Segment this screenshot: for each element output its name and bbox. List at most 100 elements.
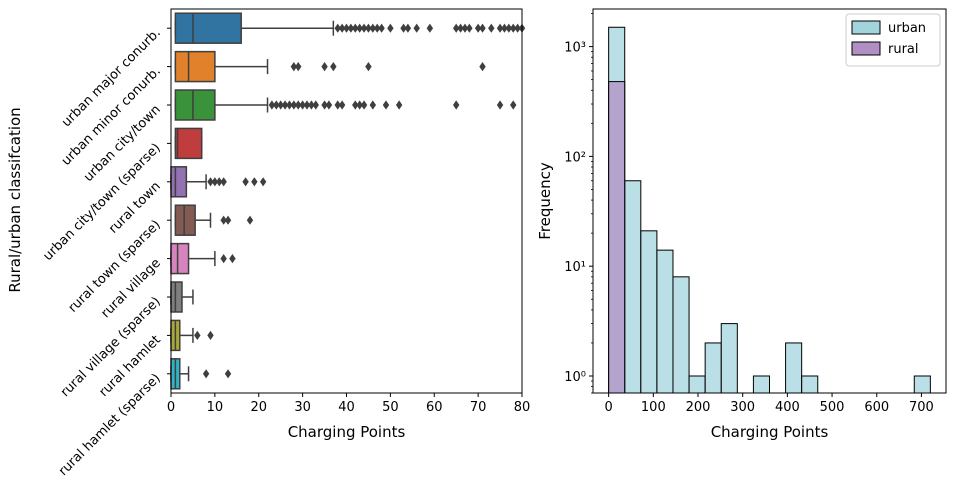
box-rural-town-sparse bbox=[174, 204, 254, 236]
outlier-point bbox=[277, 100, 284, 110]
box-rural-village bbox=[170, 242, 236, 275]
box-iqr bbox=[174, 204, 196, 236]
outlier-point bbox=[216, 177, 223, 187]
outlier-point bbox=[479, 62, 486, 72]
box-urban-minor-conurb bbox=[174, 50, 486, 83]
outlier-point bbox=[457, 23, 464, 33]
box-plot-y-axis-label: Rural/urban classifcation bbox=[6, 107, 24, 292]
outlier-point bbox=[474, 23, 482, 33]
x-tick-label: 0 bbox=[167, 400, 175, 415]
histogram-x-axis: 0 100 200 300 400 500 600 700 bbox=[604, 393, 934, 415]
outlier-point bbox=[268, 100, 276, 110]
outlier-point bbox=[452, 100, 460, 110]
outlier-point bbox=[413, 23, 420, 33]
box-plot-x-axis: 0 10 20 30 40 50 60 70 80 bbox=[167, 393, 530, 415]
outlier-point bbox=[378, 23, 385, 33]
x-tick-label: 600 bbox=[864, 400, 889, 415]
hist-bar bbox=[640, 230, 658, 394]
histogram-x-axis-label: Charging Points bbox=[711, 423, 829, 441]
series-urban bbox=[608, 26, 931, 394]
outlier-point bbox=[404, 23, 412, 33]
outlier-point bbox=[207, 177, 214, 187]
outlier-point bbox=[308, 100, 315, 110]
x-tick-label: 0 bbox=[604, 400, 612, 415]
outlier-point bbox=[194, 330, 201, 340]
outlier-point bbox=[387, 23, 394, 33]
outlier-point bbox=[343, 23, 350, 33]
box-plot-x-axis-label: Charging Points bbox=[288, 423, 406, 441]
outlier-point bbox=[356, 23, 363, 33]
box-iqr bbox=[174, 50, 216, 83]
x-tick-label: 10 bbox=[207, 400, 224, 415]
box-urban-city-town-sparse bbox=[174, 127, 203, 160]
outlier-point bbox=[224, 369, 232, 379]
outlier-point bbox=[395, 100, 403, 110]
x-tick-label: 60 bbox=[426, 400, 443, 415]
outlier-point bbox=[330, 62, 337, 72]
box-rural-hamlet-sparse bbox=[170, 358, 232, 390]
hist-bar bbox=[801, 375, 819, 394]
outlier-point bbox=[352, 23, 359, 33]
x-tick-label: 30 bbox=[294, 400, 311, 415]
x-tick-label: 300 bbox=[730, 400, 755, 415]
box-rural-village-sparse bbox=[170, 281, 194, 313]
x-tick-label: 40 bbox=[338, 400, 355, 415]
hist-bar bbox=[688, 375, 706, 394]
y-tick-label: 10¹ bbox=[564, 260, 586, 275]
outlier-point bbox=[259, 177, 267, 187]
outlier-point bbox=[501, 23, 508, 33]
y-tick-label: 10⁰ bbox=[564, 370, 586, 385]
hist-bar bbox=[785, 342, 803, 394]
outlier-point bbox=[229, 254, 236, 264]
outlier-point bbox=[360, 23, 368, 33]
outlier-point bbox=[220, 177, 227, 187]
outlier-point bbox=[321, 62, 328, 72]
y-tick-label: 10² bbox=[564, 150, 586, 165]
box-iqr bbox=[170, 281, 183, 313]
outlier-point bbox=[224, 215, 232, 225]
histogram-frame bbox=[592, 8, 947, 394]
outlier-point bbox=[365, 23, 372, 33]
outlier-point bbox=[510, 23, 517, 33]
histogram-y-axis: 10⁰ 10¹ 10² 10³ bbox=[564, 13, 593, 394]
outlier-point bbox=[347, 23, 355, 33]
outlier-point bbox=[382, 100, 390, 110]
outlier-point bbox=[312, 100, 319, 110]
outlier-point bbox=[338, 23, 346, 33]
outlier-point bbox=[325, 100, 333, 110]
outlier-point bbox=[356, 100, 363, 110]
outlier-point bbox=[281, 100, 289, 110]
outlier-point bbox=[466, 23, 473, 33]
hist-bar bbox=[752, 375, 771, 394]
outlier-point bbox=[220, 215, 227, 225]
outlier-point bbox=[299, 100, 306, 110]
outlier-point bbox=[321, 100, 328, 110]
outlier-point bbox=[207, 330, 214, 340]
outlier-point bbox=[220, 254, 227, 264]
histogram-bars bbox=[608, 26, 931, 394]
y-tick-label: 10³ bbox=[564, 41, 586, 56]
histogram-chart: 0 100 200 300 400 500 600 700 10⁰ 10¹ 10² 10³ Char… bbox=[536, 8, 947, 441]
outlier-point bbox=[295, 100, 302, 110]
x-tick-label: 20 bbox=[250, 400, 267, 415]
outlier-point bbox=[334, 100, 341, 110]
legend-label-urban: urban bbox=[888, 21, 926, 36]
x-tick-label: 80 bbox=[514, 400, 531, 415]
x-tick-label: 400 bbox=[775, 400, 800, 415]
box-plot-y-axis: urban major conurb.urban minor conurb.ur… bbox=[40, 25, 171, 479]
outlier-point bbox=[290, 100, 298, 110]
box-rural-town bbox=[170, 166, 267, 198]
hist-bar bbox=[624, 180, 642, 394]
outlier-point bbox=[400, 23, 407, 33]
hist-bar bbox=[608, 81, 626, 394]
histogram-legend: urban rural bbox=[845, 13, 941, 67]
outlier-point bbox=[461, 23, 469, 33]
outlier-point bbox=[488, 23, 495, 33]
outlier-point bbox=[352, 100, 359, 110]
x-tick-label: 70 bbox=[470, 400, 487, 415]
outlier-point bbox=[510, 100, 517, 110]
outlier-point bbox=[338, 100, 346, 110]
box-plot-chart: 0 10 20 30 40 50 60 70 80 urban major conurb.urb… bbox=[6, 8, 530, 479]
outlier-point bbox=[369, 100, 377, 110]
